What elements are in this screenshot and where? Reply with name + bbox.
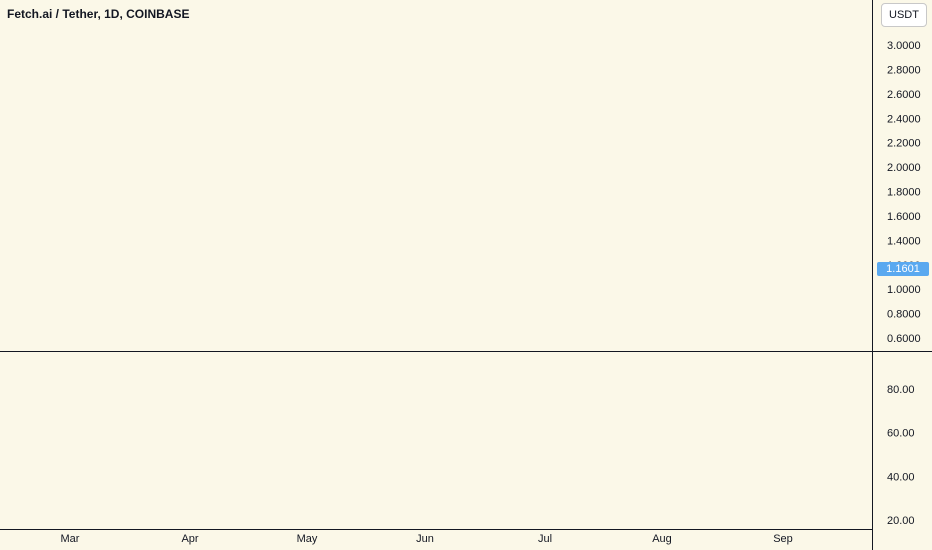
time-axis-label: Sep (773, 533, 793, 545)
time-axis-label: Mar (61, 533, 80, 545)
price-tick-label: 2.6000 (887, 89, 921, 101)
currency-button[interactable]: USDT (881, 3, 927, 27)
price-background (0, 0, 932, 351)
chart-title: Fetch.ai / Tether, 1D, COINBASE (7, 7, 190, 21)
price-tick-label: 2.2000 (887, 138, 921, 150)
time-axis-label: Jun (416, 533, 434, 545)
price-tick-label: 3.0000 (887, 40, 921, 52)
time-axis-label: Apr (181, 533, 198, 545)
price-tick-label: 2.8000 (887, 64, 921, 76)
current-price-label: 1.1601 (877, 262, 929, 276)
price-tick-label: 0.6000 (887, 333, 921, 345)
price-tick-label: 1.8000 (887, 187, 921, 199)
rsi-tick-label: 40.00 (887, 471, 915, 483)
time-axis-label: May (297, 533, 318, 545)
price-tick-label: 0.8000 (887, 309, 921, 321)
rsi-tick-label: 80.00 (887, 384, 915, 396)
rsi-background (0, 352, 932, 550)
rsi-tick-label: 20.00 (887, 515, 915, 527)
price-tick-label: 1.0000 (887, 284, 921, 296)
rsi-tick-label: 60.00 (887, 428, 915, 440)
price-tick-label: 1.4000 (887, 235, 921, 247)
time-axis-label: Aug (652, 533, 672, 545)
price-tick-label: 1.6000 (887, 211, 921, 223)
time-axis-label: Jul (538, 533, 552, 545)
price-tick-label: 2.0000 (887, 162, 921, 174)
price-tick-label: 2.4000 (887, 113, 921, 125)
